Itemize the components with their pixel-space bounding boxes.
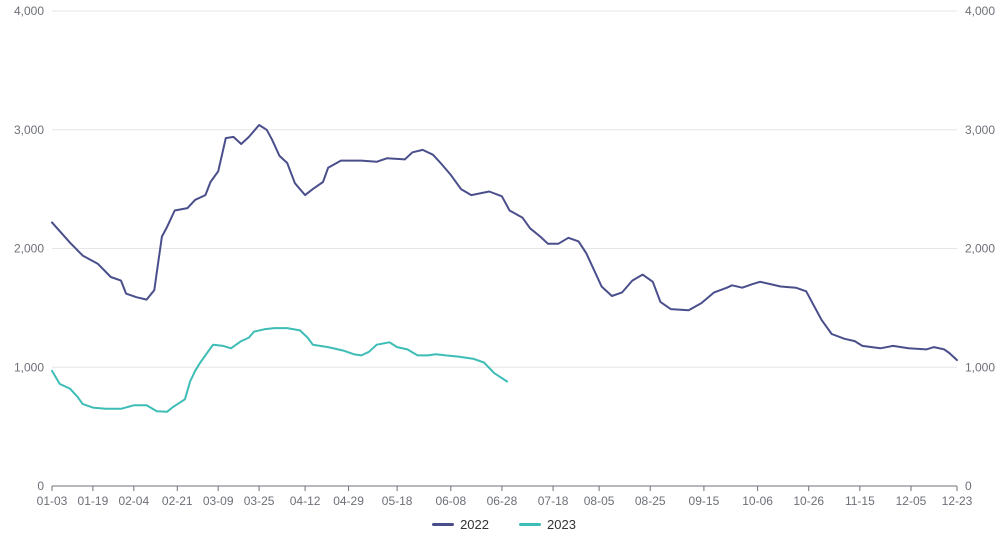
series-line-2023 xyxy=(51,327,509,413)
x-tick-label: 02-21 xyxy=(162,494,193,508)
x-tick-label: 03-25 xyxy=(244,494,275,508)
y-tick-label-left: 4,000 xyxy=(14,4,44,18)
series-lines xyxy=(51,124,958,413)
legend-label-2023: 2023 xyxy=(547,517,576,532)
legend-label-2022: 2022 xyxy=(460,517,489,532)
x-tick-label: 05-18 xyxy=(382,494,413,508)
y-tick-label-right: 2,000 xyxy=(965,242,995,256)
x-tick-label: 07-18 xyxy=(538,494,569,508)
x-tick-label: 09-15 xyxy=(689,494,720,508)
grid-lines xyxy=(52,10,957,368)
x-tick-label: 04-12 xyxy=(290,494,321,508)
legend-swatch-2022 xyxy=(432,523,455,526)
series-line-2022 xyxy=(51,124,958,362)
y-tick-label-left: 1,000 xyxy=(14,360,44,374)
x-tick-label: 06-28 xyxy=(487,494,518,508)
x-tick-label: 02-04 xyxy=(118,494,149,508)
x-tick-label: 01-03 xyxy=(37,494,68,508)
x-tick-label: 03-09 xyxy=(203,494,234,508)
legend-swatch-2023 xyxy=(519,523,541,526)
x-tick-label: 10-26 xyxy=(793,494,824,508)
x-tick-label: 04-29 xyxy=(333,494,364,508)
x-tick-label: 01-19 xyxy=(78,494,109,508)
y-tick-label-right: 1,000 xyxy=(965,360,995,374)
legend: 2022 2023 xyxy=(0,517,1008,532)
y-tick-label-right: 3,000 xyxy=(965,123,995,137)
x-tick-label: 08-25 xyxy=(635,494,666,508)
y-tick-label-left: 0 xyxy=(37,479,44,493)
y-axis-right: 0 1,000 2,000 3,000 4,000 xyxy=(965,4,995,493)
y-axis-left: 0 1,000 2,000 3,000 4,000 xyxy=(14,4,44,493)
x-tick-label: 12-23 xyxy=(942,494,973,508)
x-tick-label: 06-08 xyxy=(435,494,466,508)
y-tick-label-right: 4,000 xyxy=(965,4,995,18)
x-tick-label: 11-15 xyxy=(845,494,875,508)
x-axis: 01-03 01-19 02-04 02-21 03-09 03-25 04-12 04-29… xyxy=(37,485,973,508)
y-tick-label-left: 3,000 xyxy=(14,123,44,137)
legend-item-2023[interactable]: 2023 xyxy=(519,517,576,532)
x-tick-label: 08-05 xyxy=(584,494,615,508)
y-tick-label-right: 0 xyxy=(965,479,972,493)
x-tick-label: 12-05 xyxy=(896,494,927,508)
x-tick-label: 10-06 xyxy=(742,494,773,508)
legend-item-2022[interactable]: 2022 xyxy=(432,517,489,532)
y-tick-label-left: 2,000 xyxy=(14,242,44,256)
